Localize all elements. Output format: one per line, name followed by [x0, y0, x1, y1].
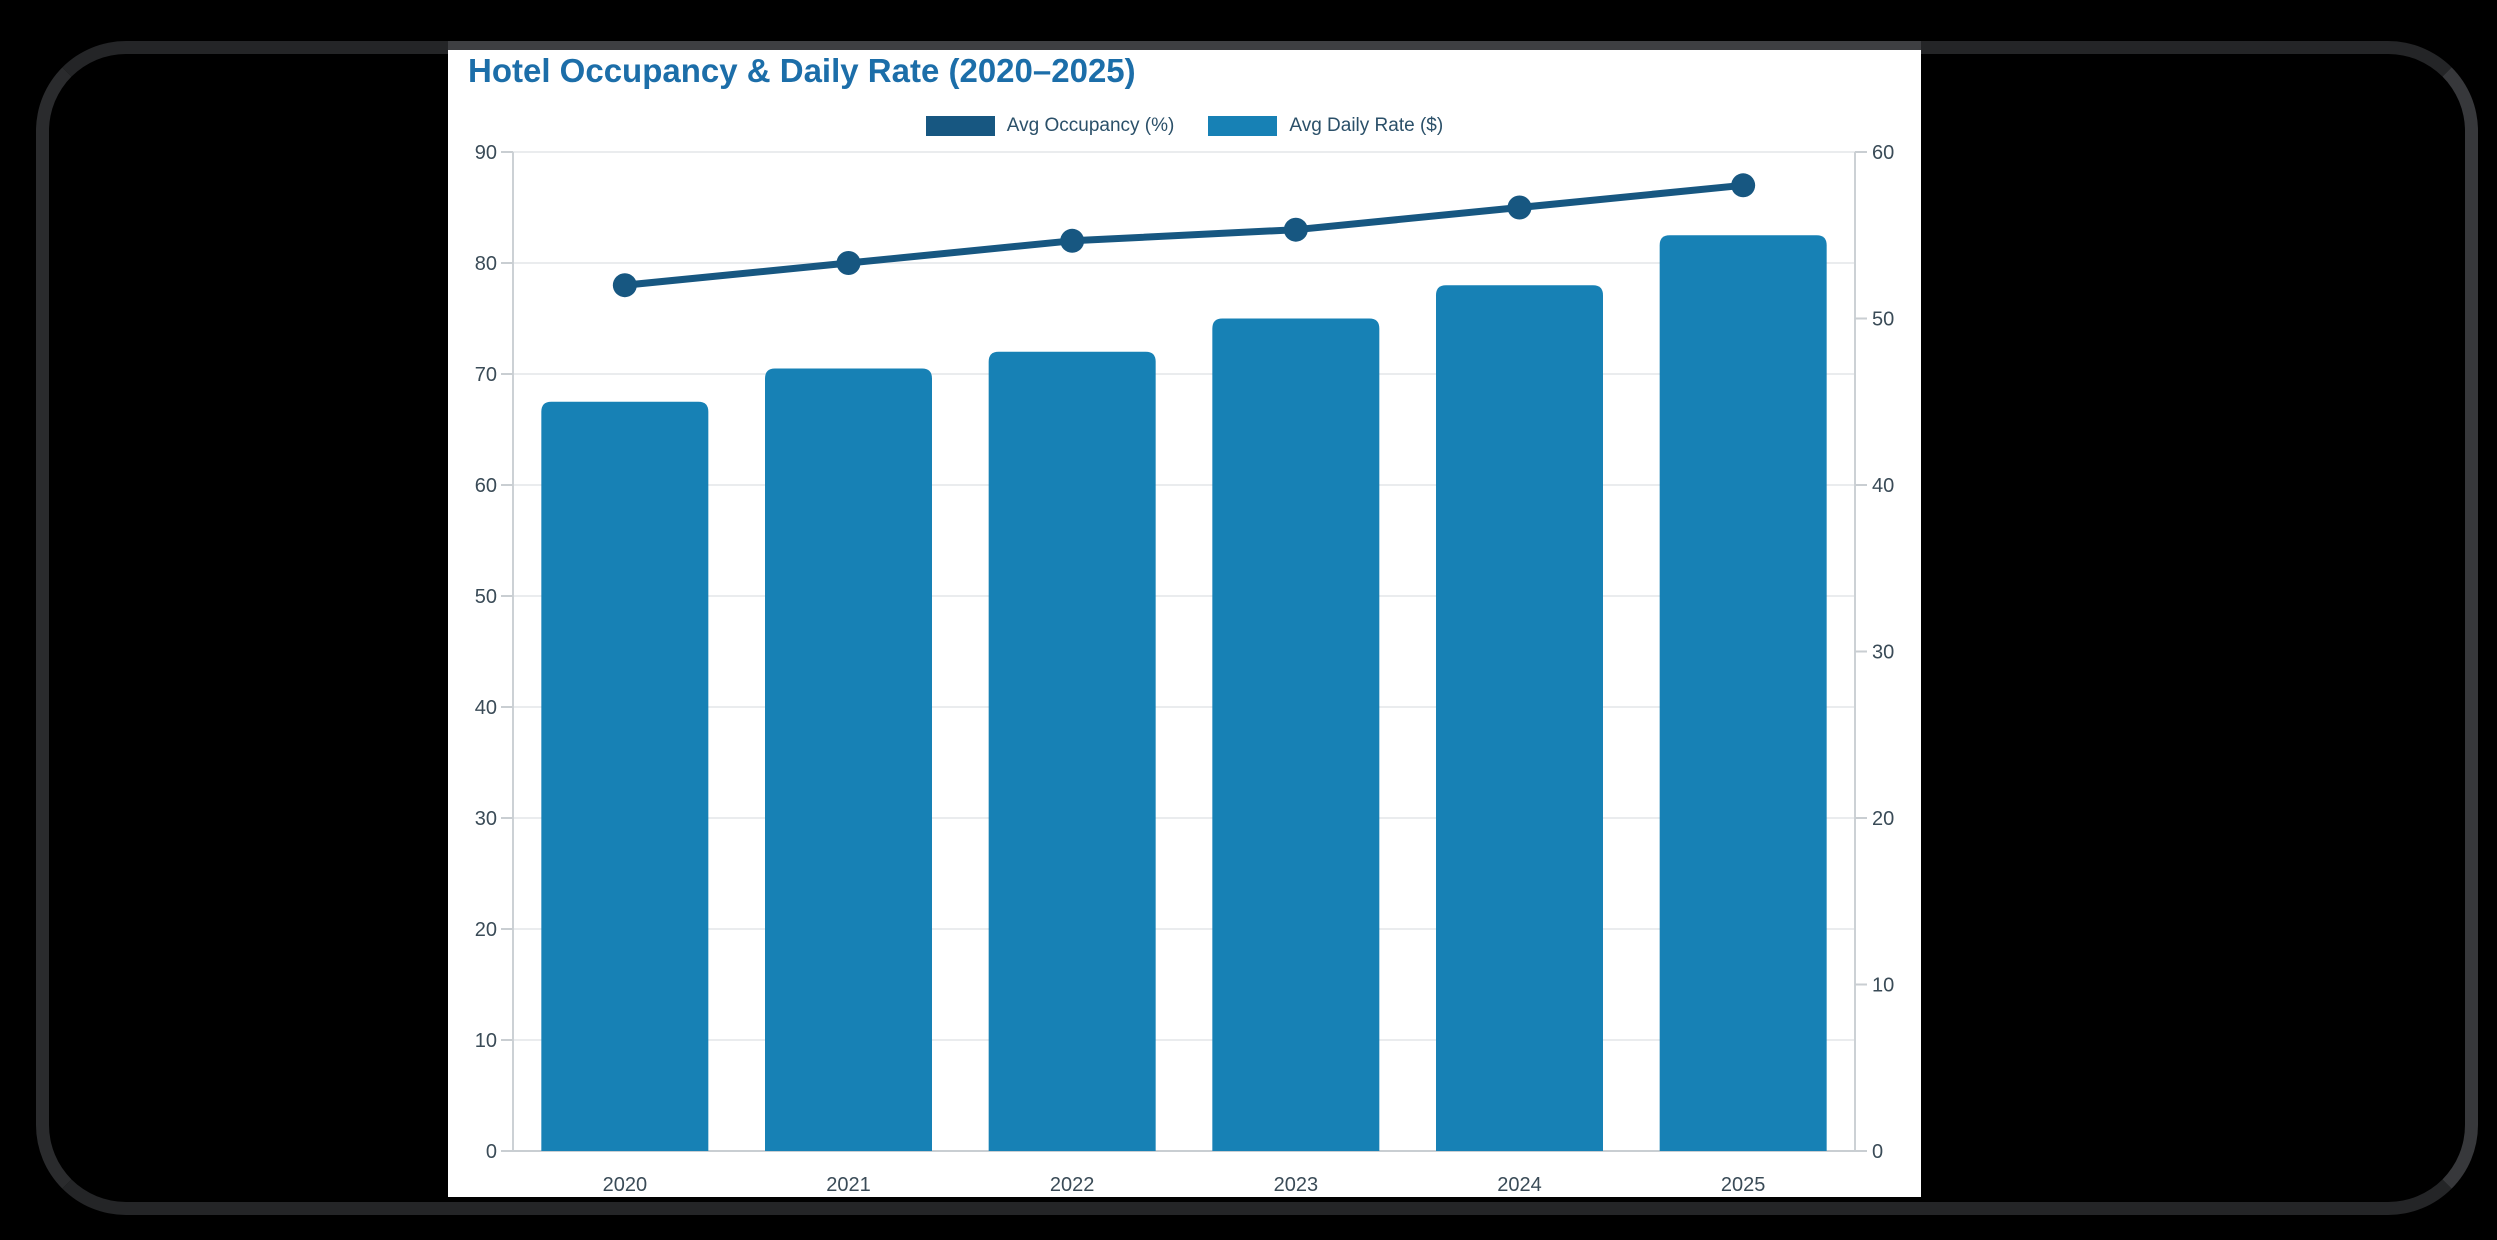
chart-panel: Hotel Occupancy & Daily Rate (2020–2025)…: [448, 41, 1921, 1197]
legend-swatch-occupancy-icon: [925, 116, 995, 136]
x-axis-label-2020: 2020: [603, 1174, 648, 1196]
x-axis-label-2023: 2023: [1274, 1174, 1319, 1196]
right-axis-label-60: 60: [1872, 142, 1894, 164]
x-axis-label-2025: 2025: [1721, 1174, 1766, 1196]
right-axis-label-50: 50: [1872, 309, 1894, 331]
right-axis-label-10: 10: [1872, 975, 1894, 997]
left-axis-label-40: 40: [475, 697, 497, 719]
bar-2023: [1212, 318, 1380, 1151]
chart-title: Hotel Occupancy & Daily Rate (2020–2025): [468, 52, 1136, 89]
bar-2021: [765, 368, 932, 1151]
line-point-2022: [1060, 228, 1085, 253]
left-axis-label-70: 70: [475, 364, 497, 386]
left-axis-label-0: 0: [486, 1141, 497, 1163]
left-axis-label-60: 60: [475, 475, 497, 497]
left-axis-label-20: 20: [475, 919, 497, 941]
bar-2020: [541, 401, 709, 1151]
right-axis-label-30: 30: [1872, 642, 1894, 664]
left-axis-label-30: 30: [475, 808, 497, 830]
legend-label-daily-rate: Avg Daily Rate ($): [1289, 115, 1444, 136]
right-axis-label-40: 40: [1872, 475, 1894, 497]
line-point-2023: [1283, 217, 1308, 242]
left-axis-label-50: 50: [475, 586, 497, 608]
x-axis-label-2022: 2022: [1050, 1174, 1095, 1196]
combo-chart: 0 10 20 30 40 50 60 70 80 90 0 10 20 30 40 50 60 2020 2021…: [475, 142, 1895, 1196]
x-axis-label-2021: 2021: [826, 1174, 871, 1196]
left-axis-label-90: 90: [475, 142, 497, 164]
left-axis-label-10: 10: [475, 1030, 497, 1052]
chart-legend: Avg Occupancy (%) Avg Daily Rate ($): [448, 115, 1921, 137]
right-axis-label-20: 20: [1872, 808, 1894, 830]
line-point-2025: [1731, 173, 1756, 198]
bar-2024: [1436, 285, 1603, 1151]
left-axis-label-80: 80: [475, 253, 497, 275]
right-axis-label-0: 0: [1872, 1141, 1883, 1163]
line-point-2024: [1507, 195, 1532, 220]
line-point-2020: [612, 273, 637, 298]
legend-item-occupancy: Avg Occupancy (%): [925, 115, 1175, 137]
panel-top-strip: [448, 41, 1921, 50]
occupancy-line: [621, 181, 1747, 289]
x-axis-label-2024: 2024: [1497, 1174, 1542, 1196]
bar-2022: [988, 351, 1156, 1151]
line-point-2021: [836, 251, 861, 275]
legend-label-occupancy: Avg Occupancy (%): [1006, 115, 1175, 136]
legend-swatch-daily-rate-icon: [1208, 116, 1278, 136]
bar-2025: [1659, 235, 1827, 1151]
legend-item-daily-rate: Avg Daily Rate ($): [1208, 115, 1443, 137]
